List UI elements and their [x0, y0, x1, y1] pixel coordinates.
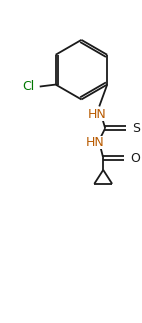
Text: O: O [130, 151, 140, 164]
Text: Cl: Cl [23, 80, 35, 93]
Text: HN: HN [86, 136, 105, 149]
Text: S: S [132, 122, 140, 135]
Text: HN: HN [88, 108, 107, 121]
